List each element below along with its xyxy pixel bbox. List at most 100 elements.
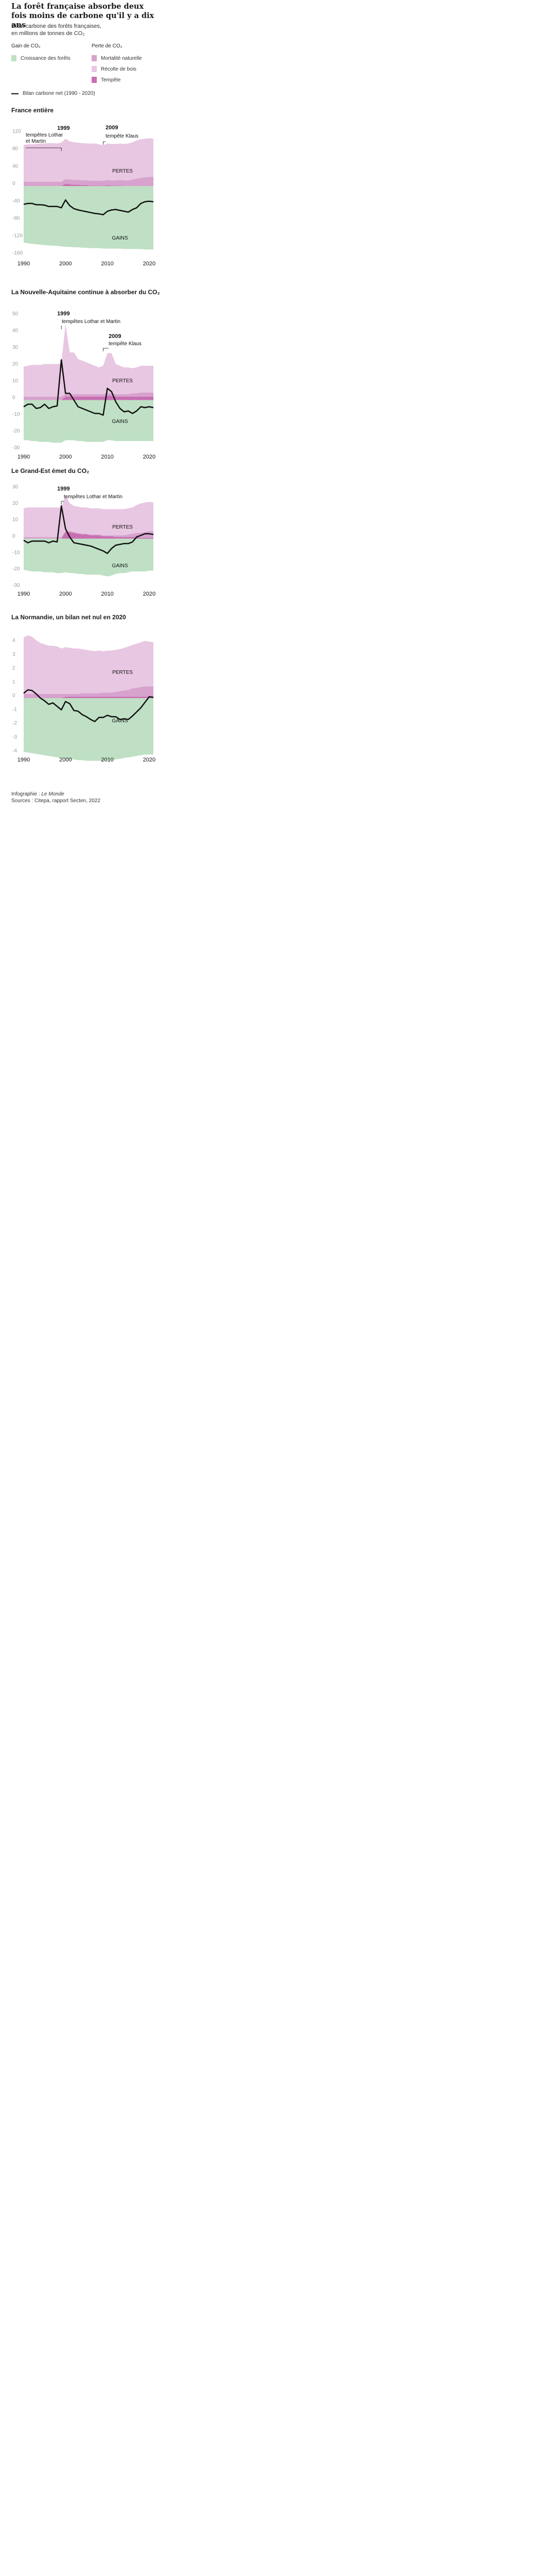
area-tempete	[24, 697, 153, 698]
area-gains	[24, 186, 153, 250]
y-tick-label: 10	[12, 378, 19, 384]
annotation-leader	[103, 141, 106, 145]
label-gains: GAINS	[112, 718, 128, 724]
y-tick-label: 10	[12, 517, 19, 523]
x-tick-label: 2000	[59, 261, 72, 267]
legend-item-mortalite: Mortalité naturelle	[92, 55, 142, 61]
label-gains: GAINS	[112, 235, 128, 241]
area-tempete	[24, 396, 153, 400]
label-gains: GAINS	[112, 563, 128, 569]
y-tick-label: -20	[12, 429, 20, 434]
legend-swatch-net	[11, 93, 19, 94]
legend-item-croissance: Croissance des forêts	[11, 55, 71, 61]
annotation-year: 2009	[106, 125, 118, 131]
y-tick-label: 0	[12, 534, 15, 539]
x-tick-label: 1990	[18, 454, 30, 460]
subtitle-line-1: Bilan carbone des forêts françaises,	[11, 23, 101, 29]
x-tick-label: 2010	[101, 757, 113, 763]
panel-title-normandie: La Normandie, un bilan net nul en 2020	[11, 614, 126, 621]
label-pertes: PERTES	[112, 378, 133, 384]
annotation-text: tempêtes Lothar et Martin	[64, 494, 123, 500]
x-tick-label: 2010	[101, 261, 113, 267]
y-tick-label: 30	[12, 484, 19, 490]
x-tick-label: 2020	[143, 454, 155, 460]
area-mortalite	[24, 392, 153, 400]
chart-grand-est: -30 -20 -10 0 10 20 30 PERTES GAINS 1990 2000 2010 2…	[12, 484, 155, 597]
y-tick-label: -2	[12, 721, 17, 726]
chart-normandie: -4 -3 -2 -1 0 1 2 3 4 PERTES GAINS 1990 2000 2010 2020	[12, 635, 155, 763]
y-tick-label: 30	[12, 345, 19, 350]
area-gains	[24, 698, 153, 761]
x-tick-label: 2020	[143, 757, 155, 763]
x-tick-label: 2010	[101, 591, 113, 597]
y-tick-label: 0	[12, 181, 15, 187]
y-tick-label: -1	[12, 707, 17, 713]
annotation-text: et Martin	[26, 139, 46, 144]
annotation-text: tempêtes Lothar	[26, 132, 63, 138]
y-tick-label: 2	[12, 666, 15, 671]
annotation-text: tempête Klaus	[109, 341, 142, 347]
y-tick-label: -10	[12, 550, 20, 555]
area-gains	[24, 400, 153, 443]
annotation-year: 1999	[57, 486, 69, 492]
area-mortalite	[24, 686, 153, 698]
area-mortalite	[24, 531, 153, 539]
footer-sources: Sources : Citepa, rapport Secten, 2022	[11, 798, 100, 804]
y-tick-label: -120	[12, 233, 23, 239]
x-tick-label: 2010	[101, 454, 113, 460]
area-tempete	[24, 183, 153, 187]
area-recolte	[24, 635, 153, 694]
legend-swatch-gains	[11, 55, 16, 61]
y-tick-label: -160	[12, 250, 23, 256]
panel-title-nouvelle-aquitaine: La Nouvelle-Aquitaine continue à absorbe…	[11, 289, 160, 296]
legend-label-net: Bilan carbone net (1990 - 2020)	[23, 91, 95, 96]
y-tick-label: 4	[12, 638, 15, 643]
annotation-leader	[61, 326, 62, 329]
area-recolte	[24, 495, 153, 537]
label-pertes: PERTES	[112, 524, 133, 530]
panel-title-grand-est: Le Grand-Est émet du CO₂	[11, 467, 90, 474]
footer-credit: Infographie : Le Monde	[11, 791, 64, 798]
y-tick-label: 20	[12, 501, 19, 506]
x-tick-label: 1990	[18, 261, 30, 267]
x-tick-label: 1990	[18, 591, 30, 597]
legend-label-tempete: Tempête	[101, 77, 121, 83]
area-recolte	[24, 138, 153, 182]
legend-swatch-recolte	[92, 66, 97, 72]
y-tick-label: 50	[12, 311, 19, 317]
y-tick-label: 1	[12, 679, 15, 685]
x-tick-label: 1990	[18, 757, 30, 763]
subtitle: Bilan carbone des forêts françaises, en …	[11, 23, 161, 37]
y-tick-label: 3	[12, 652, 15, 657]
net-balance-line	[23, 689, 154, 722]
area-mortalite	[24, 177, 153, 187]
chart-nouvelle-aquitaine: -30 -20 -10 0 10 20 30 40 50 PERTES GAINS 1990 2000 2…	[12, 311, 155, 460]
subtitle-line-2: en millions de tonnes de CO₂	[11, 30, 85, 37]
page-title: La forêt française absorbe deux fois moi…	[11, 2, 154, 29]
net-balance-line	[23, 505, 154, 554]
area-gains	[24, 538, 153, 577]
x-tick-label: 2000	[59, 454, 72, 460]
y-tick-label: -30	[12, 583, 20, 588]
y-tick-label: 0	[12, 693, 15, 699]
y-tick-label: 40	[12, 328, 19, 334]
annotation-year: 1999	[57, 311, 69, 317]
y-tick-label: 20	[12, 362, 19, 367]
y-tick-label: 80	[12, 146, 19, 152]
chart-france: -160 -120 -80 -40 0 40 80 120 PERTES GAINS 1990 200…	[12, 125, 155, 267]
x-tick-label: 2000	[59, 591, 72, 597]
legend-item-recolte: Récolte de bois	[92, 66, 136, 72]
x-tick-label: 2020	[143, 261, 155, 267]
net-balance-line	[23, 199, 154, 216]
y-tick-label: -20	[12, 566, 20, 572]
y-tick-label: -80	[12, 216, 20, 222]
legend-item-net: Bilan carbone net (1990 - 2020)	[11, 91, 95, 96]
panel-title-france: France entière	[11, 107, 54, 114]
y-tick-label: -4	[12, 748, 17, 754]
footer-infographie-source: Le Monde	[41, 791, 64, 797]
label-pertes: PERTES	[112, 670, 133, 675]
footer-infographie-prefix: Infographie :	[11, 791, 42, 797]
annotation-leader	[61, 501, 64, 504]
y-tick-label: -10	[12, 412, 20, 417]
legend-label-mortalite: Mortalité naturelle	[101, 55, 142, 61]
